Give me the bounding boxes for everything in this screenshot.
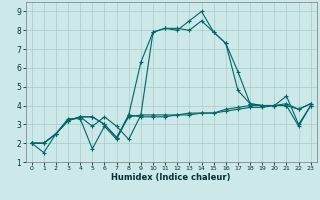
X-axis label: Humidex (Indice chaleur): Humidex (Indice chaleur)	[111, 173, 231, 182]
